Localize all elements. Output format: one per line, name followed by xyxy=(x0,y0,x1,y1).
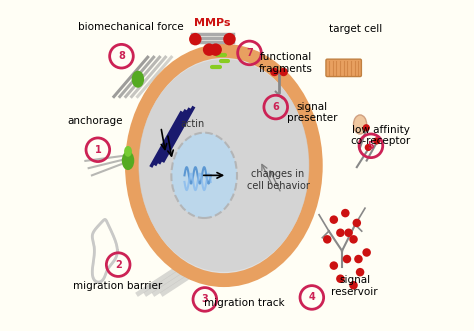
Circle shape xyxy=(223,33,236,45)
Circle shape xyxy=(349,235,358,244)
Text: signal
presenter: signal presenter xyxy=(287,102,337,123)
Circle shape xyxy=(363,124,370,131)
Text: 1: 1 xyxy=(94,145,101,155)
Circle shape xyxy=(203,43,215,56)
Text: 4: 4 xyxy=(309,293,315,303)
Circle shape xyxy=(365,144,372,151)
Circle shape xyxy=(189,33,201,45)
Text: functional
fragments: functional fragments xyxy=(259,52,312,74)
Circle shape xyxy=(349,281,358,290)
Circle shape xyxy=(373,137,380,145)
Text: 8: 8 xyxy=(118,51,125,61)
Circle shape xyxy=(270,68,279,76)
Circle shape xyxy=(344,228,353,237)
Circle shape xyxy=(363,248,371,257)
Circle shape xyxy=(343,255,351,263)
FancyBboxPatch shape xyxy=(326,59,361,76)
Text: actin: actin xyxy=(181,119,205,129)
Ellipse shape xyxy=(132,71,144,88)
Text: migration track: migration track xyxy=(204,298,284,308)
Text: 7: 7 xyxy=(246,48,253,58)
Circle shape xyxy=(336,228,345,237)
Text: migration barrier: migration barrier xyxy=(73,281,162,291)
Text: low affinity
co-receptor: low affinity co-receptor xyxy=(351,124,411,146)
Ellipse shape xyxy=(122,151,134,170)
Circle shape xyxy=(353,219,361,227)
Ellipse shape xyxy=(172,133,237,218)
Circle shape xyxy=(329,215,338,224)
Circle shape xyxy=(329,261,338,270)
Ellipse shape xyxy=(354,115,367,134)
Text: anchorage: anchorage xyxy=(67,116,123,126)
Text: signal
reservoir: signal reservoir xyxy=(331,275,378,297)
Text: biomechanical force: biomechanical force xyxy=(79,22,184,32)
Ellipse shape xyxy=(132,51,316,280)
Ellipse shape xyxy=(138,59,310,272)
Text: target cell: target cell xyxy=(328,24,382,34)
Text: 2: 2 xyxy=(115,260,121,270)
Circle shape xyxy=(323,235,331,244)
Text: MMPs: MMPs xyxy=(194,18,231,28)
Circle shape xyxy=(354,255,363,263)
Circle shape xyxy=(279,68,288,76)
Text: 3: 3 xyxy=(201,294,208,305)
Ellipse shape xyxy=(124,146,132,157)
Text: changes in
cell behavior: changes in cell behavior xyxy=(246,169,310,191)
Text: 6: 6 xyxy=(273,102,279,112)
Circle shape xyxy=(341,209,350,217)
Text: 5: 5 xyxy=(367,141,374,151)
Circle shape xyxy=(356,268,365,276)
Circle shape xyxy=(210,43,222,56)
Circle shape xyxy=(336,274,345,283)
